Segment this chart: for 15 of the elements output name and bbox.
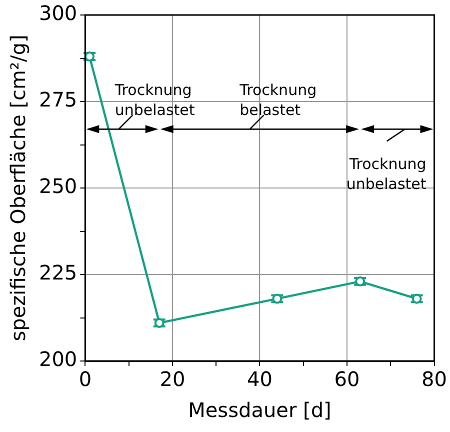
annotation: Trocknung belastet <box>238 81 317 120</box>
x-tick-label: 80 <box>422 367 447 392</box>
y-axis-title: spezifische Oberfläche [cm²/g] <box>6 34 30 342</box>
y-tick-label: 250 <box>38 174 78 198</box>
x-tick-label: 40 <box>247 367 272 392</box>
y-tick-label: 225 <box>38 260 78 285</box>
annotation: Trocknung unbelastet <box>346 155 426 194</box>
x-tick-label: 20 <box>160 367 186 392</box>
x-tick-label: 60 <box>334 367 360 392</box>
x-axis-title: Messdauer [d] <box>188 398 332 422</box>
y-tick-label: 300 <box>38 1 78 26</box>
x-tick-label: 0 <box>78 367 92 392</box>
annotation: Trocknung unbelastet <box>114 81 195 120</box>
y-tick-label: 200 <box>38 347 78 372</box>
y-tick-label: 275 <box>38 88 78 112</box>
